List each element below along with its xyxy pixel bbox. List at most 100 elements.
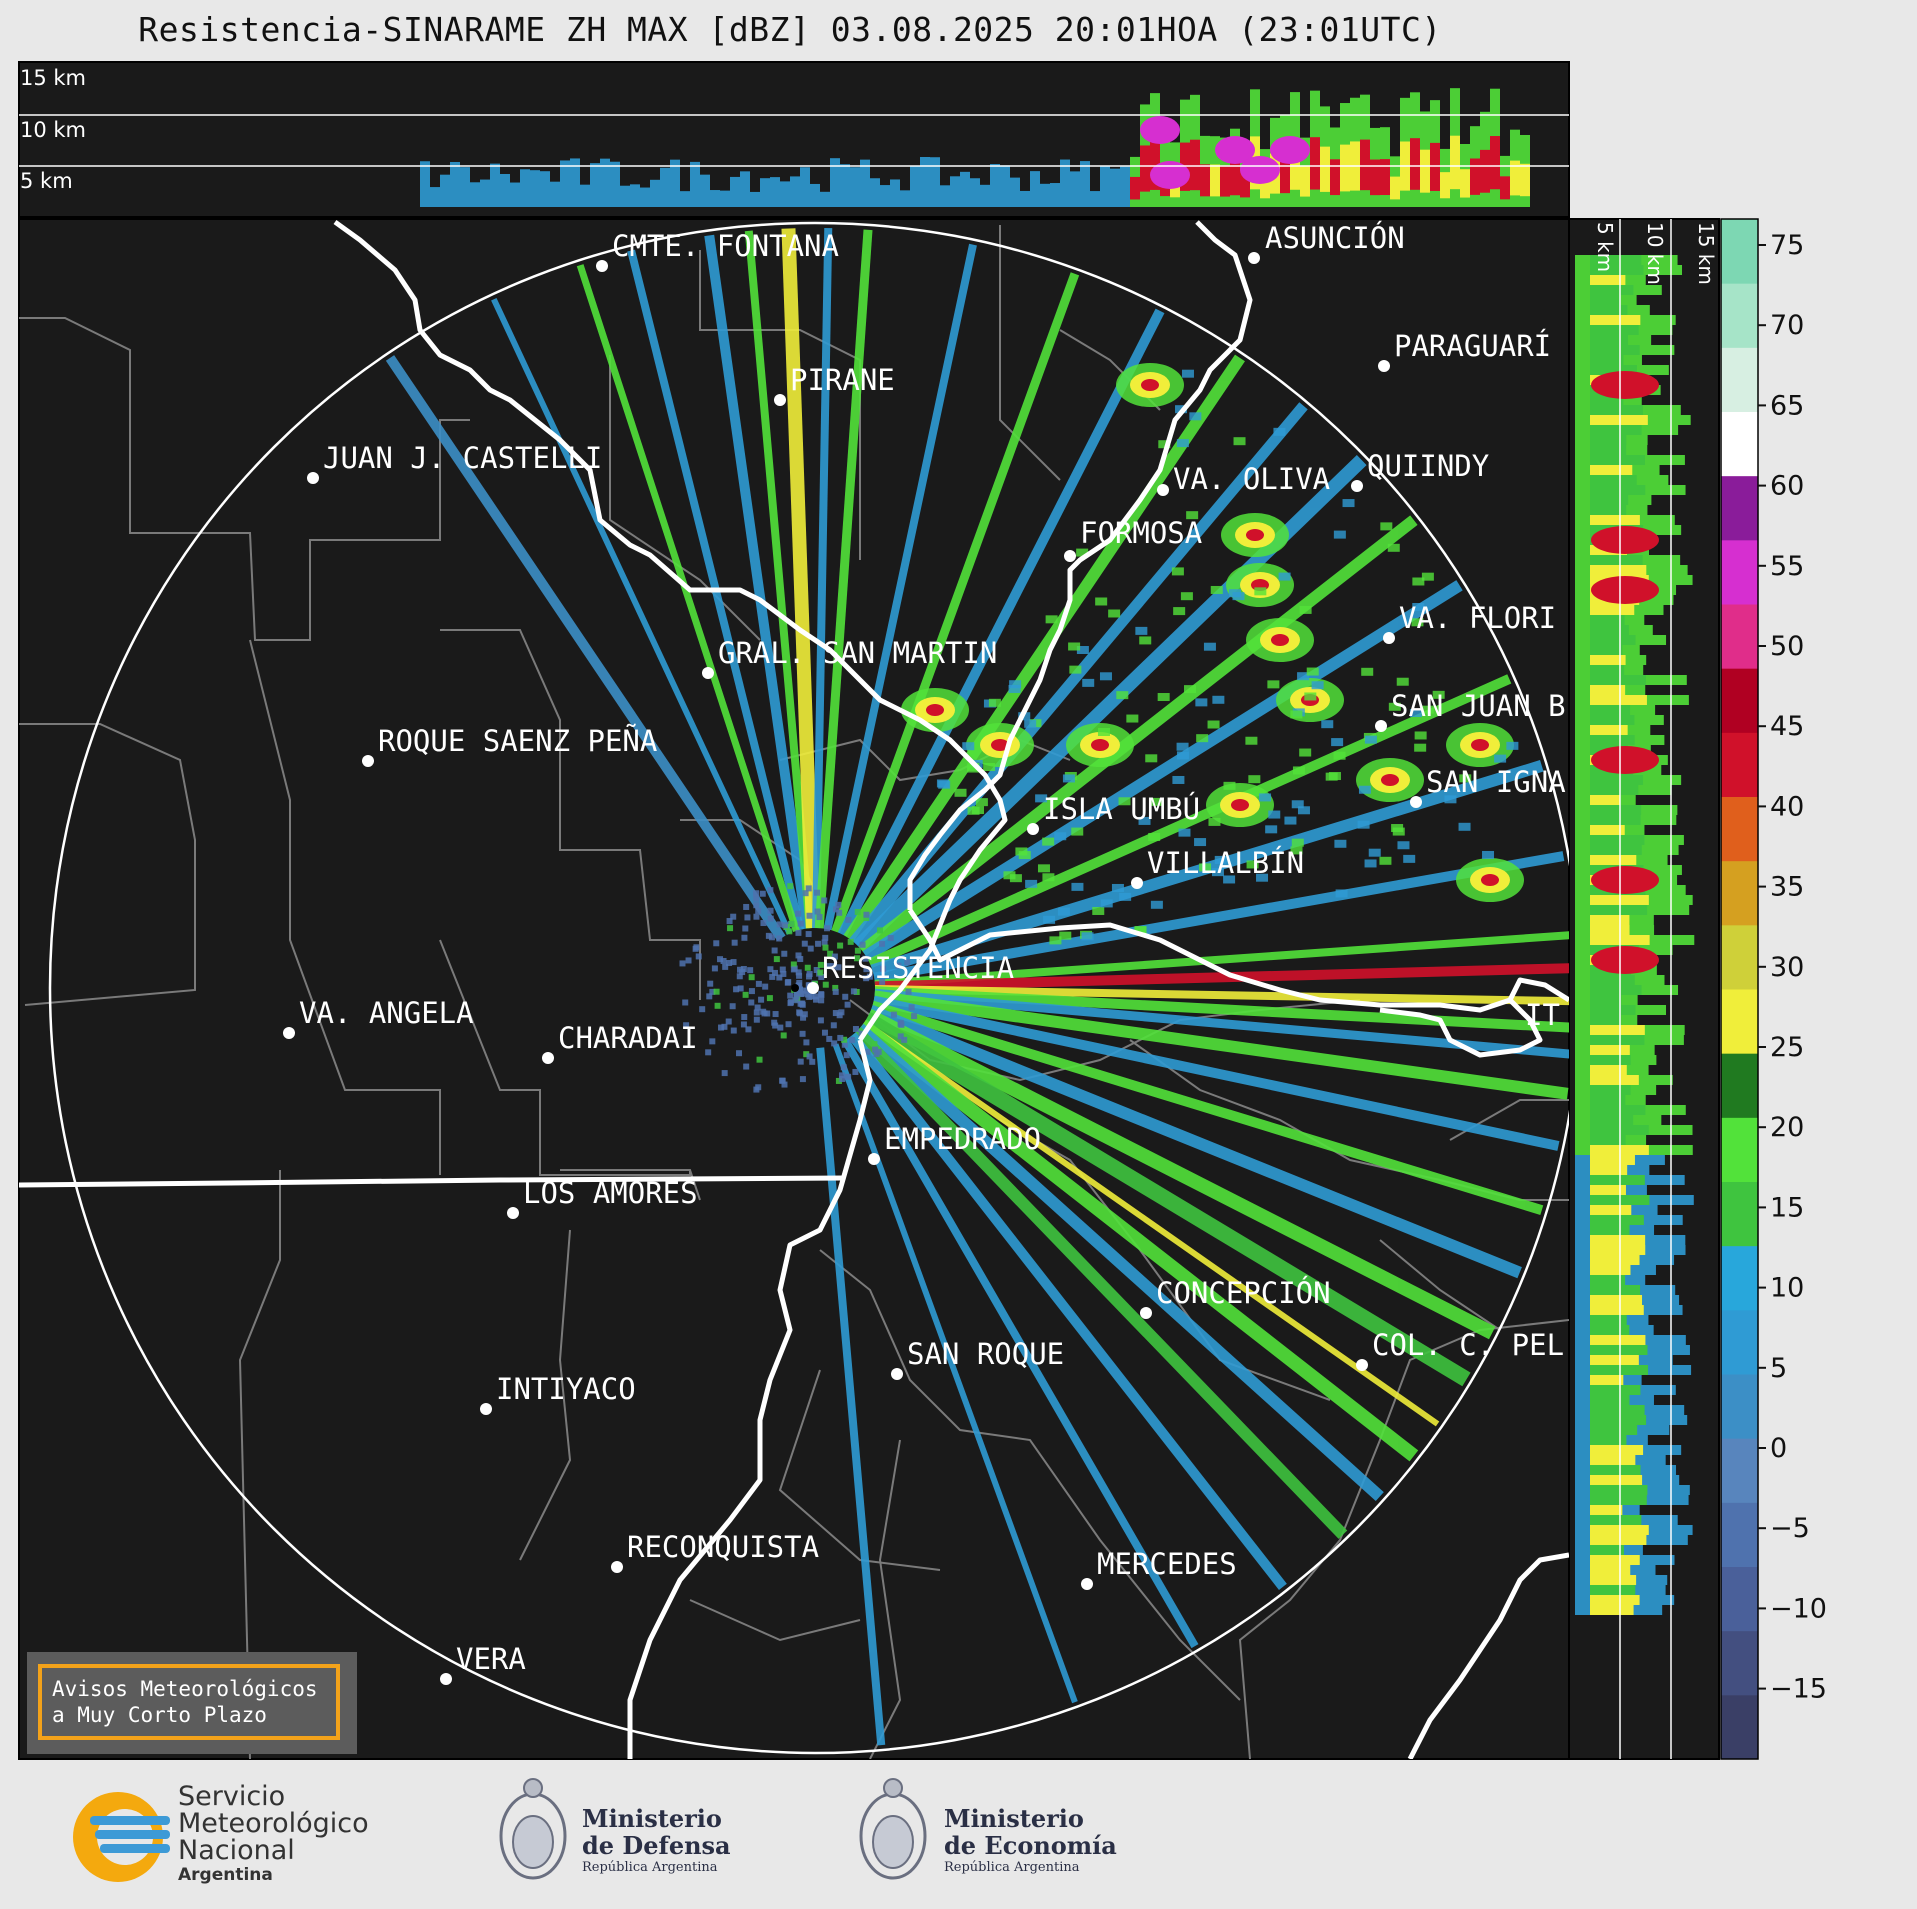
right-echo-core xyxy=(1590,615,1625,625)
echo-clutter xyxy=(854,947,861,954)
top-echo-column xyxy=(1010,177,1020,207)
echo-clutter xyxy=(776,921,783,928)
top-echo-column xyxy=(520,169,530,207)
place-label-gral-san-martin: GRAL. SAN MARTIN xyxy=(718,636,997,670)
place-marker xyxy=(542,1052,554,1064)
echo-pixel xyxy=(1297,806,1310,815)
right-echo-core xyxy=(1590,275,1626,285)
echo-beam xyxy=(841,1037,1199,1649)
echo-pixel xyxy=(1195,698,1208,707)
place-marker xyxy=(362,755,374,767)
place-label-san-igna: SAN IGNA xyxy=(1426,765,1566,799)
echo-clutter xyxy=(726,918,733,925)
echo-pixel xyxy=(1097,727,1110,736)
top-echo-column xyxy=(850,167,860,207)
echo-clutter xyxy=(839,1076,846,1083)
echo-clutter xyxy=(748,974,755,981)
top-echo-column xyxy=(860,159,870,207)
echo-pixel xyxy=(1412,577,1425,586)
colorbar-tick-label: 45 xyxy=(1770,711,1804,742)
top-echo-core xyxy=(1480,149,1490,193)
echo-pixel xyxy=(1116,691,1129,700)
echo-clutter xyxy=(780,970,787,977)
echo-pixel xyxy=(1173,607,1186,616)
top-echo-peak xyxy=(1140,116,1180,144)
right-echo-core xyxy=(1590,565,1647,575)
colorbar-band xyxy=(1721,1309,1758,1375)
storm-cell-peak xyxy=(1381,774,1399,786)
place-label-mercedes: MERCEDES xyxy=(1097,1547,1237,1581)
right-echo-core xyxy=(1590,795,1621,805)
echo-clutter xyxy=(699,1006,706,1013)
right-echo-core xyxy=(1590,815,1641,825)
top-echo-column xyxy=(610,161,620,207)
echo-clutter xyxy=(720,957,727,964)
echo-clutter xyxy=(793,993,800,1000)
echo-pixel xyxy=(1099,672,1112,681)
echo-beam xyxy=(862,1012,1471,1387)
colorbar-band xyxy=(1721,411,1758,477)
echo-beam xyxy=(491,297,793,935)
echo-clutter xyxy=(859,941,866,948)
top-echo-column xyxy=(700,174,710,207)
echo-clutter xyxy=(837,1034,844,1041)
echo-pixel xyxy=(1071,827,1084,836)
colorbar-band xyxy=(1721,1566,1758,1632)
echo-pixel xyxy=(1358,785,1371,794)
right-echo-core xyxy=(1590,1055,1631,1065)
echo-clutter xyxy=(895,962,902,969)
echo-clutter xyxy=(853,955,860,962)
echo-clutter xyxy=(797,1058,804,1065)
echo-beam xyxy=(852,1026,1348,1539)
warning-notice[interactable]: Avisos Meteorológicos a Muy Corto Plazo xyxy=(38,1664,340,1740)
echo-pixel xyxy=(1233,437,1246,446)
top-echo-column xyxy=(970,178,980,207)
right-echo-core xyxy=(1590,1455,1636,1465)
echo-beam xyxy=(867,674,1512,969)
echo-beam xyxy=(385,355,786,942)
echo-beam xyxy=(874,930,1569,988)
place-marker xyxy=(1351,480,1363,492)
echo-clutter xyxy=(683,1022,690,1029)
right-echo-core xyxy=(1590,1575,1637,1585)
colorbar-tick-label: −15 xyxy=(1770,1674,1827,1705)
right-echo-core xyxy=(1590,1505,1623,1515)
echo-pixel xyxy=(1172,775,1185,784)
top-echo-column xyxy=(870,178,880,207)
echo-clutter xyxy=(713,988,720,995)
echo-pixel xyxy=(1290,710,1303,719)
echo-clutter xyxy=(841,1041,848,1048)
right-echo-core xyxy=(1590,1495,1647,1505)
echo-clutter xyxy=(797,1000,804,1007)
place-marker xyxy=(891,1368,903,1380)
echo-clutter xyxy=(767,966,774,973)
echo-clutter xyxy=(731,939,738,946)
place-label-va-flori: VA. FLORI xyxy=(1399,601,1556,635)
echo-clutter xyxy=(742,925,749,932)
defensa-emblem-icon xyxy=(499,1778,567,1880)
top-echo-column xyxy=(500,173,510,207)
right-echo-core xyxy=(1590,1555,1640,1565)
echo-pixel xyxy=(1335,889,1348,898)
top-echo-core xyxy=(1440,172,1450,199)
top-echo-core xyxy=(1240,168,1250,198)
echo-clutter xyxy=(871,1041,878,1048)
colorbar-tick-label: 5 xyxy=(1770,1353,1787,1384)
echo-pixel xyxy=(1364,735,1377,744)
echo-beam xyxy=(870,1000,1544,1215)
echo-pixel xyxy=(1364,859,1377,868)
echo-clutter xyxy=(769,973,776,980)
echo-pixel xyxy=(983,763,996,772)
top-echo-column xyxy=(710,190,720,207)
storm-cell-peak xyxy=(1141,379,1159,391)
echo-clutter xyxy=(825,963,832,970)
echo-pixel xyxy=(1119,892,1132,901)
echo-clutter xyxy=(841,1036,848,1043)
top-echo-core xyxy=(1360,139,1370,191)
place-marker xyxy=(1383,632,1395,644)
storm-cell-peak xyxy=(1091,739,1109,751)
right-echo-core xyxy=(1590,1315,1627,1325)
place-label-col-c-pel: COL. C. PEL xyxy=(1372,1328,1564,1362)
echo-clutter xyxy=(838,1072,845,1079)
echo-pixel xyxy=(954,788,967,797)
